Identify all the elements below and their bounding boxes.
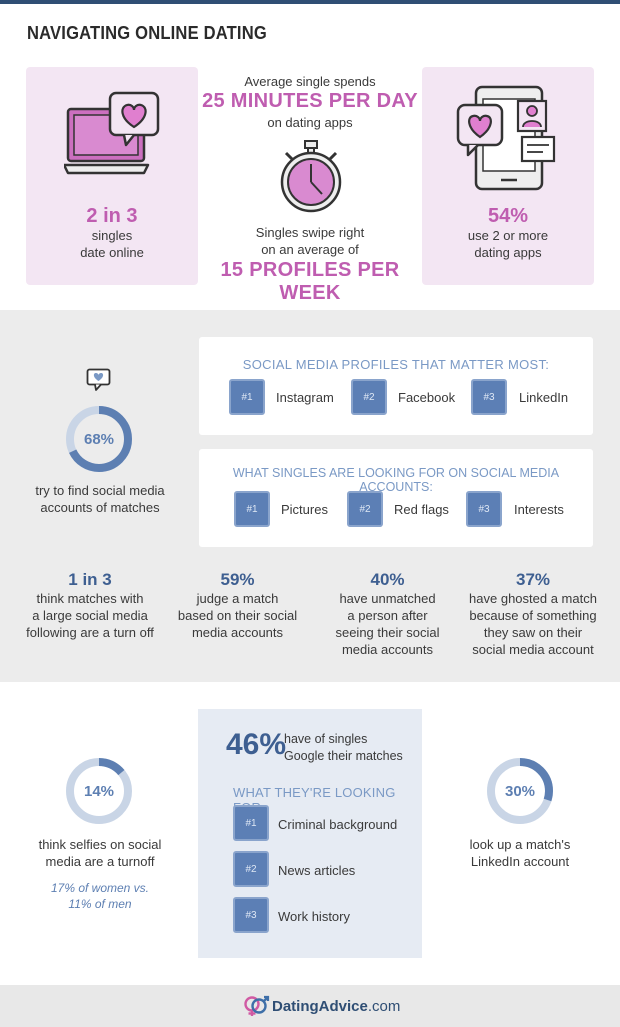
stat-line: social media account	[472, 642, 594, 657]
footnote: 17% of women vs.	[50, 881, 150, 895]
stat-value: 15 PROFILES PER WEEK	[220, 259, 400, 304]
stat-line: a large social media	[32, 608, 148, 623]
stat-line: use 2 or more	[467, 228, 549, 243]
stat-line: seeing their social	[335, 625, 440, 640]
stat-line: singles	[91, 228, 133, 243]
rank-label: News articles	[278, 863, 356, 878]
brand-text: DatingAdvice	[272, 998, 368, 1015]
rank-badge: #1	[234, 491, 270, 527]
chat-heart-icon	[86, 368, 111, 391]
brand-name[interactable]: DatingAdvice.com	[272, 998, 400, 1015]
footnote: 11% of men	[68, 897, 132, 911]
stat-value: 25 MINUTES PER DAY	[202, 90, 418, 112]
rank-label: Facebook	[398, 390, 456, 405]
stat-line: because of something	[469, 608, 597, 623]
card-heading: SOCIAL MEDIA PROFILES THAT MATTER MOST:	[242, 357, 550, 372]
ring-arc	[66, 758, 132, 824]
datingadvice-logo-icon	[244, 995, 270, 1016]
stat-block: 1 in 3 think matches with a large social…	[10, 570, 170, 641]
ring-30: 30%	[487, 758, 553, 824]
phone-profile-icon	[456, 85, 556, 191]
stat-line: Singles swipe right	[255, 225, 365, 240]
stat-line: Google their matches	[284, 749, 403, 763]
stat-value: 1 in 3	[68, 570, 112, 589]
rank-label: Interests	[514, 502, 564, 517]
stat-block: 37% have ghosted a match because of some…	[458, 570, 608, 658]
stat-line: media accounts	[341, 642, 434, 657]
stat-value: 46%	[226, 728, 287, 761]
stat-block: 40% have unmatched a person after seeing…	[315, 570, 460, 658]
rank-label: Pictures	[281, 502, 328, 517]
ring-arc	[487, 758, 553, 824]
rank-label: LinkedIn	[519, 390, 569, 405]
stat-line: think selfies on social	[38, 837, 162, 852]
stat-line: have of singles	[284, 732, 368, 746]
rank-badge: #2	[233, 851, 269, 887]
stat-card-multiple-apps: 54% use 2 or more dating apps	[422, 67, 594, 285]
stat-line: think matches with	[36, 591, 144, 606]
stat-value: 59%	[220, 570, 255, 589]
page-title: NAVIGATING ONLINE DATING	[27, 23, 267, 43]
stat-line: Average single spends	[244, 74, 376, 89]
stat-line: on dating apps	[267, 115, 353, 130]
stat-block: 59% judge a match based on their social …	[165, 570, 310, 641]
stat-line: dating apps	[474, 245, 542, 260]
google-card: 46% have of singles Google their matches…	[198, 709, 422, 958]
rank-badge: #1	[229, 379, 265, 415]
stat-value: 40%	[370, 570, 405, 589]
rank-badge: #3	[471, 379, 507, 415]
stat-line: media are a turnoff	[45, 854, 155, 869]
stat-line: have unmatched	[339, 591, 436, 606]
stopwatch-icon	[280, 140, 342, 213]
rank-badge: #2	[351, 379, 387, 415]
rank-label: Instagram	[276, 390, 334, 405]
stat-line: LinkedIn account	[470, 854, 570, 869]
brand-tld: .com	[367, 998, 401, 1015]
ring-68: 68%	[66, 406, 132, 472]
rank-badge: #3	[466, 491, 502, 527]
stat-line: following are a turn off	[26, 625, 154, 640]
ring-value: 30%	[505, 783, 535, 800]
rank-label: Criminal background	[278, 817, 398, 832]
stat-value: 2 in 3	[86, 205, 138, 227]
stat-line: try to find social media	[35, 483, 165, 498]
stat-value: 37%	[515, 570, 551, 589]
stat-card-date-online: 2 in 3 singles date online	[26, 67, 198, 285]
stat-line: date online	[80, 245, 144, 260]
laptop-heart-icon	[64, 91, 160, 175]
stat-line: based on their social	[177, 608, 298, 623]
looking-card: WHAT SINGLES ARE LOOKING FOR ON SOCIAL M…	[199, 449, 593, 547]
stat-line: a person after	[347, 608, 428, 623]
stat-line: judge a match	[196, 591, 279, 606]
stat-value: 54%	[487, 205, 529, 227]
stat-line: accounts of matches	[40, 500, 160, 515]
rank-label: Work history	[278, 909, 350, 924]
ring-14: 14%	[66, 758, 132, 824]
stat-line: media accounts	[191, 625, 284, 640]
profiles-card: SOCIAL MEDIA PROFILES THAT MATTER MOST: …	[199, 337, 593, 435]
rank-label: Red flags	[394, 502, 449, 517]
ring-value: 14%	[84, 783, 114, 800]
ring-arc	[66, 406, 132, 472]
footer: DatingAdvice.com	[0, 985, 620, 1027]
card-heading: WHAT SINGLES ARE LOOKING FOR ON SOCIAL M…	[232, 466, 560, 494]
rank-badge: #2	[347, 491, 383, 527]
stat-line: look up a match's	[469, 837, 571, 852]
stat-line: on an average of	[261, 242, 359, 257]
stat-line: have ghosted a match	[469, 591, 597, 606]
stat-line: they saw on their	[483, 625, 583, 640]
rank-badge: #3	[233, 897, 269, 933]
rank-badge: #1	[233, 805, 269, 841]
social-media-section: 68% try to find social media accounts of…	[0, 310, 620, 682]
top-accent-bar	[0, 0, 620, 4]
ring-value: 68%	[84, 431, 114, 448]
